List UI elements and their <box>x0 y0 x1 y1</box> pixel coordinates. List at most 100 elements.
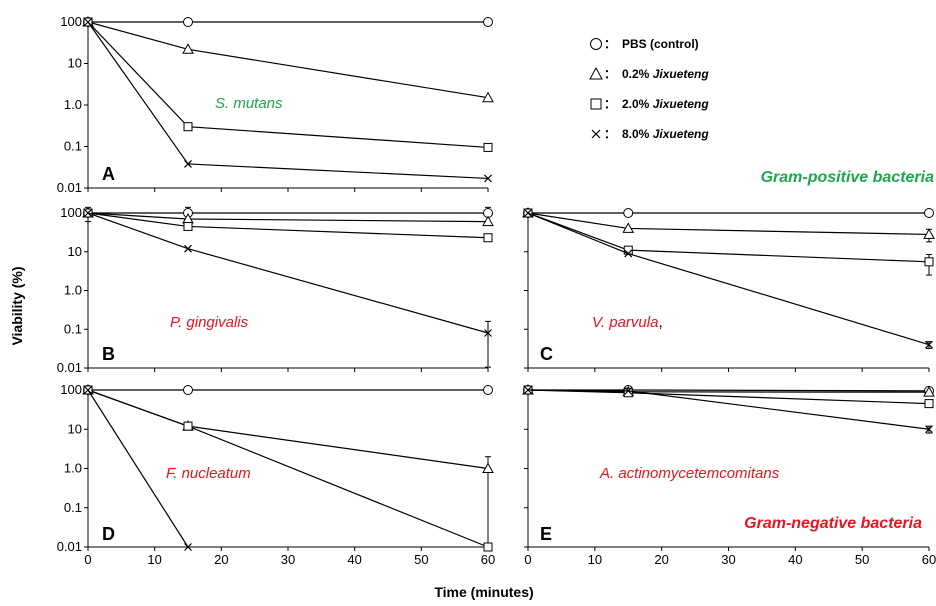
data-point-cross <box>84 18 92 26</box>
x-axis-title: Time (minutes) <box>434 584 533 600</box>
panel-B: 100 10 1.0 0.1 0.01 B P. gingivalis <box>57 205 494 375</box>
y-tick-label: 1.0 <box>64 461 82 476</box>
series-line-cross <box>87 21 489 180</box>
data-point-cross <box>624 386 633 395</box>
y-tick-label: 100 <box>60 14 82 29</box>
y-tick-label: 0.1 <box>64 500 82 515</box>
data-point-triangle <box>482 91 494 103</box>
panel-letter: D <box>102 524 115 544</box>
panel-letter: A <box>102 164 115 184</box>
panel-C: C V. parvula, <box>522 206 935 372</box>
data-point-cross <box>84 386 92 394</box>
y-tick-label: 10 <box>68 244 82 259</box>
panel-letter: C <box>540 344 553 364</box>
legend-separator: ： <box>604 37 616 51</box>
panel-A: 100 10 1.0 0.1 0.01 A S. mutans <box>57 14 494 195</box>
legend-prefix: 0.2% <box>622 67 653 81</box>
x-tick-label: 60 <box>922 552 936 567</box>
panel-letter: B <box>102 344 115 364</box>
data-point-triangle <box>182 43 194 54</box>
y-tick-label: 0.1 <box>64 139 82 154</box>
data-point-circle <box>483 385 493 395</box>
x-tick-label: 20 <box>214 552 228 567</box>
legend-name: (control) <box>650 37 699 51</box>
y-tick-label: 1.0 <box>64 97 82 112</box>
series-line-square <box>87 21 489 149</box>
gram-negative-label: Gram-negative bacteria <box>744 515 922 532</box>
legend-name: Jixueteng <box>653 97 710 111</box>
x-tick-label: 0 <box>84 552 91 567</box>
legend-label: 2.0% Jixueteng <box>622 97 709 111</box>
data-point-cross <box>84 209 92 217</box>
series-line-square <box>87 389 489 548</box>
panel-letter: E <box>540 524 552 544</box>
data-point-triangle <box>482 462 494 473</box>
legend-circle-icon <box>590 38 602 50</box>
series-line-cross <box>87 389 189 548</box>
data-point-circle <box>183 17 193 27</box>
y-tick-label: 10 <box>68 421 82 436</box>
data-point-square <box>183 221 193 231</box>
panel-D: 100 10 1.0 0.1 0.010 10 20 30 40 50 60 D F. nucleatu… <box>57 382 496 567</box>
data-point-square <box>483 142 493 152</box>
data-point-cross <box>925 340 933 349</box>
data-point-circle <box>924 208 934 218</box>
x-tick-label: 10 <box>147 552 161 567</box>
species-label: V. parvula, <box>592 314 663 331</box>
data-point-triangle <box>622 222 635 233</box>
series-line-triangle <box>87 389 489 470</box>
species-label: A. actinomycetemcomitans <box>599 465 780 482</box>
species-label: F. nucleatum <box>166 465 251 482</box>
x-tick-label: 20 <box>654 552 668 567</box>
legend: ： PBS (control) ： 0.2% Jixueteng ： 2.0% Jixue… <box>589 37 710 141</box>
data-point-square <box>623 388 633 398</box>
data-point-cross <box>524 209 532 217</box>
species-label: S. mutans <box>215 95 283 112</box>
y-tick-label: 100 <box>60 205 82 220</box>
x-tick-label: 50 <box>855 552 869 567</box>
panel-E: 0 10 20 30 40 50 60 E A. actinomycetemcomitans <box>522 383 936 567</box>
legend-prefix: 2.0% <box>622 97 653 111</box>
data-point-square <box>483 233 493 243</box>
legend-cross-icon <box>591 129 601 139</box>
x-tick-label: 30 <box>281 552 295 567</box>
data-point-circle <box>483 17 493 27</box>
legend-triangle-icon <box>589 66 603 80</box>
legend-name: Jixueteng <box>653 127 710 141</box>
data-point-circle <box>183 385 193 395</box>
y-tick-label: 100 <box>60 382 82 397</box>
series-line-triangle <box>87 212 489 223</box>
legend-item-cross: ： 8.0% Jixueteng <box>591 127 709 141</box>
legend-item-circle: ： PBS (control) <box>590 37 699 51</box>
legend-name: Jixueteng <box>653 67 710 81</box>
y-axis-title: Viability (%) <box>9 266 25 345</box>
data-point-cross <box>484 174 492 183</box>
data-point-square <box>183 122 193 132</box>
x-tick-label: 40 <box>347 552 361 567</box>
legend-separator: ： <box>604 67 616 81</box>
legend-separator: ： <box>604 127 616 141</box>
legend-item-triangle: ： 0.2% Jixueteng <box>589 66 710 81</box>
x-tick-label: 60 <box>481 552 495 567</box>
data-point-cross <box>184 543 192 551</box>
legend-item-square: ： 2.0% Jixueteng <box>590 97 709 111</box>
y-tick-label: 0.01 <box>57 180 82 195</box>
legend-label: 8.0% Jixueteng <box>622 127 709 141</box>
species-suffix: , <box>658 314 662 331</box>
y-tick-label: 0.1 <box>64 321 82 336</box>
legend-square-icon <box>590 98 602 110</box>
data-point-cross <box>484 329 492 337</box>
legend-label: PBS (control) <box>622 37 699 51</box>
data-point-cross <box>184 244 192 253</box>
x-tick-label: 10 <box>588 552 602 567</box>
data-point-square <box>924 399 934 409</box>
data-point-square <box>183 421 193 431</box>
x-tick-label: 30 <box>721 552 735 567</box>
y-tick-label: 10 <box>68 56 82 71</box>
x-tick-label: 40 <box>788 552 802 567</box>
data-point-square <box>483 542 493 552</box>
data-point-triangle <box>923 228 935 239</box>
x-tick-label: 50 <box>414 552 428 567</box>
